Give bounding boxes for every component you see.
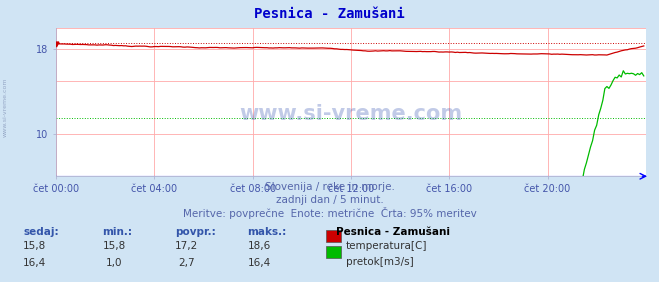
Text: pretok[m3/s]: pretok[m3/s] [346, 257, 414, 267]
Text: 16,4: 16,4 [247, 258, 271, 268]
Text: povpr.:: povpr.: [175, 227, 215, 237]
Text: 18,6: 18,6 [247, 241, 271, 251]
Text: 17,2: 17,2 [175, 241, 198, 251]
Text: Pesnica - Zamušani: Pesnica - Zamušani [336, 227, 450, 237]
Text: Pesnica - Zamušani: Pesnica - Zamušani [254, 7, 405, 21]
Text: www.si-vreme.com: www.si-vreme.com [3, 78, 8, 137]
Text: zadnji dan / 5 minut.: zadnji dan / 5 minut. [275, 195, 384, 204]
Text: temperatura[C]: temperatura[C] [346, 241, 428, 251]
Text: maks.:: maks.: [247, 227, 287, 237]
Text: min.:: min.: [102, 227, 132, 237]
Text: 2,7: 2,7 [178, 258, 195, 268]
Text: Meritve: povprečne  Enote: metrične  Črta: 95% meritev: Meritve: povprečne Enote: metrične Črta:… [183, 207, 476, 219]
Text: 15,8: 15,8 [23, 241, 47, 251]
Text: 15,8: 15,8 [102, 241, 126, 251]
Text: Slovenija / reke in morje.: Slovenija / reke in morje. [264, 182, 395, 192]
Text: 16,4: 16,4 [23, 258, 47, 268]
Text: sedaj:: sedaj: [23, 227, 59, 237]
Text: 1,0: 1,0 [105, 258, 123, 268]
Text: www.si-vreme.com: www.si-vreme.com [239, 104, 463, 124]
